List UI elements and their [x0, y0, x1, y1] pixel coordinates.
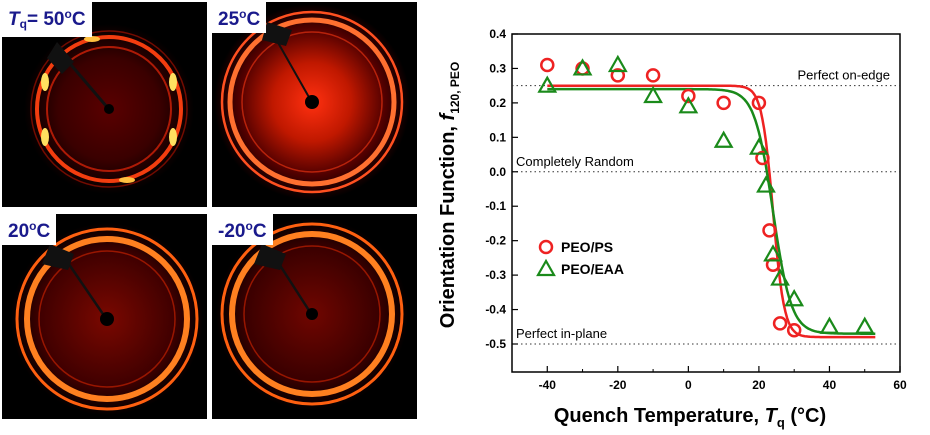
x-tick-label: 40: [823, 378, 837, 392]
x-tick-label: 60: [893, 378, 907, 392]
legend-marker-triangle: [536, 258, 556, 277]
y-axis-title: Orientation Function, f120, PEO: [437, 62, 462, 328]
legend-marker-circle: [538, 239, 554, 255]
y-tick-label: 0.0: [489, 165, 506, 179]
orientation-chart: Perfect on-edge Completely Random Perfect …: [437, 27, 907, 430]
y-tick-label: 0.4: [489, 27, 506, 41]
diffraction-panel-25c: 25oC: [212, 2, 417, 207]
data-point-triangle: [713, 130, 734, 148]
data-point-circle: [645, 68, 661, 83]
data-point-circle: [755, 150, 770, 166]
data-point-circle: [751, 95, 767, 111]
diffraction-pattern-minus20c: [212, 214, 417, 419]
x-axis-title: Quench Temperature, Tq (°C): [554, 405, 826, 430]
panel-label-25c: 25oC: [212, 2, 267, 33]
data-point-triangle: [854, 316, 875, 334]
diffraction-pattern-25c: [212, 2, 417, 207]
data-point-circle: [540, 57, 555, 73]
legend-label: PEO/EAA: [561, 261, 624, 277]
reference-line-label: Perfect on-edge: [797, 68, 890, 83]
reference-line-label: Completely Random: [516, 154, 634, 169]
data-point-triangle: [572, 58, 593, 76]
data-point-triangle: [678, 96, 699, 114]
data-point-triangle: [763, 244, 783, 262]
x-tick-label: -40: [539, 378, 557, 392]
legend-label: PEO/PS: [561, 239, 613, 255]
y-tick-label: 0.1: [489, 130, 506, 144]
fit-curve-triangle: [547, 87, 876, 335]
data-point-triangle: [819, 316, 840, 334]
data-point-circle: [610, 68, 626, 83]
y-tick-label: 0.3: [489, 61, 506, 75]
diffraction-pattern-50c: [2, 2, 207, 207]
reference-line-label: Perfect in-plane: [516, 326, 607, 341]
fit-curve-circle: [547, 84, 876, 339]
data-point-circle: [681, 88, 696, 104]
y-tick-label: -0.1: [485, 199, 506, 213]
data-point-triangle: [756, 175, 776, 193]
y-tick-label: -0.4: [485, 303, 506, 317]
data-point-triangle: [749, 137, 769, 155]
data-point-circle: [786, 322, 802, 338]
data-point-triangle: [770, 268, 790, 286]
diffraction-pattern-20c: [2, 214, 207, 419]
x-tick-label: -20: [609, 378, 627, 392]
x-tick-label: 20: [752, 378, 766, 392]
x-tick-label: 0: [685, 378, 692, 392]
panel-label-minus20c: -20oC: [212, 214, 273, 245]
data-point-circle: [716, 95, 731, 111]
data-point-triangle: [607, 54, 628, 73]
data-point-triangle: [643, 85, 663, 104]
y-tick-label: -0.5: [485, 337, 506, 351]
panel-label-20c: 20oC: [2, 214, 57, 245]
y-tick-label: -0.2: [485, 234, 506, 248]
data-point-circle: [772, 316, 788, 331]
data-point-circle: [762, 223, 777, 238]
y-tick-label: -0.3: [485, 268, 506, 282]
diffraction-panel-50c: Tq= 50oC: [2, 2, 207, 207]
panel-label-50c: Tq= 50oC: [2, 2, 92, 37]
data-point-circle: [765, 257, 781, 273]
diffraction-panel-minus20c: -20oC: [212, 214, 417, 419]
plot-area-frame: [511, 33, 901, 373]
data-point-triangle: [537, 75, 558, 93]
diffraction-panel-20c: 20oC: [2, 214, 207, 419]
data-point-triangle: [784, 289, 805, 307]
y-tick-label: 0.2: [489, 96, 506, 110]
